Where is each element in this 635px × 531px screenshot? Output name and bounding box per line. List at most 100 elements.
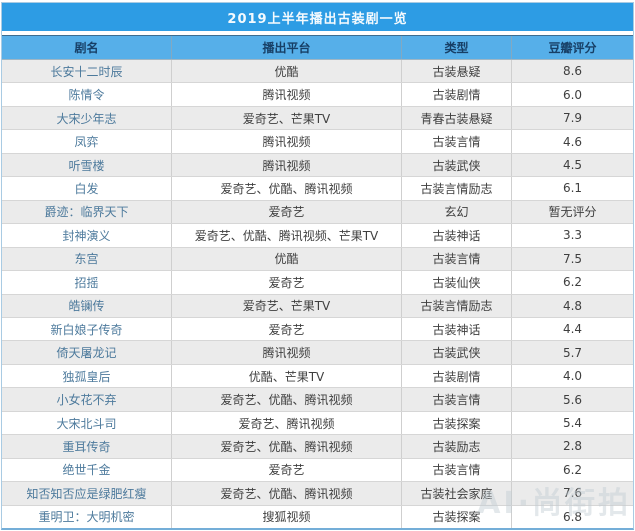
rating-cell: 7.5 <box>511 247 633 271</box>
header-platform: 播出平台 <box>171 36 401 59</box>
header-drama-name: 剧名 <box>74 41 99 55</box>
genre-cell: 古装武侠 <box>401 341 511 364</box>
title-header-gap <box>2 31 633 35</box>
platform-cell: 爱奇艺、芒果TV <box>171 294 401 317</box>
drama-name-cell: 白发 <box>74 181 99 196</box>
table-row: 陈情令 腾讯视频 古装剧情 6.0 <box>2 83 633 107</box>
table-row: 知否知否应是绿肥红瘦 爱奇艺、优酷、腾讯视频 古装社会家庭 7.6 <box>2 482 633 506</box>
platform-cell: 腾讯视频 <box>171 153 401 177</box>
drama-name-cell: 皓镧传 <box>68 299 105 314</box>
rating-cell: 7.6 <box>511 482 633 505</box>
rating-cell: 7.9 <box>511 106 633 130</box>
genre-cell: 古装言情励志 <box>401 177 511 200</box>
genre-cell: 古装探案 <box>401 505 511 529</box>
drama-name-cell: 长安十二时辰 <box>50 64 123 79</box>
table-row: 封神演义 爱奇艺、优酷、腾讯视频、芒果TV 古装神话 3.3 <box>2 224 633 248</box>
genre-cell: 古装励志 <box>401 435 511 458</box>
genre-cell: 古装言情 <box>401 388 511 411</box>
platform-cell: 爱奇艺、优酷、腾讯视频、芒果TV <box>171 224 401 247</box>
drama-name-cell: 新白娘子传奇 <box>50 322 123 337</box>
table-row: 大宋北斗司 爱奇艺、腾讯视频 古装探案 5.4 <box>2 411 633 436</box>
platform-cell: 腾讯视频 <box>171 130 401 153</box>
drama-name-cell: 小女花不弃 <box>56 393 117 408</box>
table-row: 长安十二时辰 优酷 古装悬疑 8.6 <box>2 60 633 84</box>
platform-cell: 爱奇艺、优酷、腾讯视频 <box>171 388 401 411</box>
platform-cell: 爱奇艺、优酷、腾讯视频 <box>171 482 401 505</box>
rating-cell: 4.0 <box>511 364 633 388</box>
genre-cell: 古装社会家庭 <box>401 482 511 505</box>
rating-cell: 6.2 <box>511 271 633 294</box>
rating-cell: 6.8 <box>511 505 633 529</box>
platform-cell: 爱奇艺 <box>171 458 401 482</box>
platform-cell: 爱奇艺 <box>171 200 401 224</box>
rating-cell: 2.8 <box>511 435 633 458</box>
platform-cell: 腾讯视频 <box>171 341 401 364</box>
rating-cell: 4.4 <box>511 317 633 341</box>
genre-cell: 青春古装悬疑 <box>401 106 511 130</box>
table-row: 重明卫：大明机密 搜狐视频 古装探案 6.8 <box>2 505 633 529</box>
table-row: 新白娘子传奇 爱奇艺 古装神话 4.4 <box>2 317 633 342</box>
genre-cell: 古装神话 <box>401 224 511 247</box>
genre-cell: 古装悬疑 <box>401 60 511 83</box>
genre-cell: 古装剧情 <box>401 83 511 106</box>
genre-cell: 古装言情 <box>401 247 511 271</box>
platform-cell: 爱奇艺 <box>171 271 401 294</box>
platform-cell: 爱奇艺、芒果TV <box>171 106 401 130</box>
table-row: 听雪楼 腾讯视频 古装武侠 4.5 <box>2 153 633 178</box>
platform-cell: 爱奇艺、优酷、腾讯视频 <box>171 177 401 200</box>
platform-cell: 爱奇艺、腾讯视频 <box>171 411 401 435</box>
rating-cell: 5.7 <box>511 341 633 364</box>
drama-name-cell: 倚天屠龙记 <box>56 346 117 361</box>
table-header-row: 剧名 播出平台 类型 豆瓣评分 <box>2 35 633 60</box>
table-row: 重耳传奇 爱奇艺、优酷、腾讯视频 古装励志 2.8 <box>2 435 633 459</box>
drama-name-cell: 大宋少年志 <box>56 111 117 126</box>
genre-cell: 古装仙侠 <box>401 271 511 294</box>
rating-cell: 4.8 <box>511 294 633 317</box>
table-row: 绝世千金 爱奇艺 古装言情 6.2 <box>2 458 633 483</box>
genre-cell: 古装言情 <box>401 130 511 153</box>
table-row: 大宋少年志 爱奇艺、芒果TV 青春古装悬疑 7.9 <box>2 106 633 131</box>
genre-cell: 古装神话 <box>401 317 511 341</box>
drama-name-cell: 陈情令 <box>68 88 105 103</box>
rating-cell: 8.6 <box>511 60 633 83</box>
genre-cell: 古装武侠 <box>401 153 511 177</box>
drama-name-cell: 听雪楼 <box>68 158 105 173</box>
drama-name-cell: 独孤皇后 <box>62 369 111 384</box>
rating-cell: 6.2 <box>511 458 633 482</box>
platform-cell: 爱奇艺、优酷、腾讯视频 <box>171 435 401 458</box>
platform-cell: 优酷 <box>171 247 401 271</box>
rating-cell: 5.4 <box>511 411 633 435</box>
table-row: 皓镧传 爱奇艺、芒果TV 古装言情励志 4.8 <box>2 294 633 318</box>
drama-name-cell: 凤弈 <box>74 135 99 150</box>
genre-cell: 古装剧情 <box>401 364 511 388</box>
table-row: 倚天屠龙记 腾讯视频 古装武侠 5.7 <box>2 341 633 365</box>
table-row: 小女花不弃 爱奇艺、优酷、腾讯视频 古装言情 5.6 <box>2 388 633 412</box>
table-row: 东宫 优酷 古装言情 7.5 <box>2 247 633 272</box>
rating-cell: 暂无评分 <box>511 200 633 224</box>
drama-name-cell: 招摇 <box>74 275 99 290</box>
genre-cell: 古装言情励志 <box>401 294 511 317</box>
drama-name-cell: 绝世千金 <box>62 463 111 478</box>
table-row: 凤弈 腾讯视频 古装言情 4.6 <box>2 130 633 154</box>
drama-name-cell: 大宋北斗司 <box>56 416 117 431</box>
rating-cell: 4.6 <box>511 130 633 153</box>
table-row: 爵迹：临界天下 爱奇艺 玄幻 暂无评分 <box>2 200 633 225</box>
rating-cell: 5.6 <box>511 388 633 411</box>
rating-cell: 6.1 <box>511 177 633 200</box>
table-row: 白发 爱奇艺、优酷、腾讯视频 古装言情励志 6.1 <box>2 177 633 201</box>
genre-cell: 古装言情 <box>401 458 511 482</box>
header-genre: 类型 <box>401 36 511 59</box>
rating-cell: 6.0 <box>511 83 633 106</box>
platform-cell: 腾讯视频 <box>171 83 401 106</box>
rating-cell: 3.3 <box>511 224 633 247</box>
rating-cell: 4.5 <box>511 153 633 177</box>
platform-cell: 搜狐视频 <box>171 505 401 529</box>
drama-name-cell: 知否知否应是绿肥红瘦 <box>26 486 147 501</box>
table-body: 长安十二时辰 优酷 古装悬疑 8.6 陈情令 腾讯视频 古装剧情 6.0 大宋少年志 爱奇艺、芒果… <box>2 60 633 529</box>
table-row: 招摇 爱奇艺 古装仙侠 6.2 <box>2 271 633 295</box>
platform-cell: 爱奇艺 <box>171 317 401 341</box>
drama-name-cell: 东宫 <box>74 252 99 267</box>
drama-name-cell: 封神演义 <box>62 228 111 243</box>
table-row: 独孤皇后 优酷、芒果TV 古装剧情 4.0 <box>2 364 633 389</box>
